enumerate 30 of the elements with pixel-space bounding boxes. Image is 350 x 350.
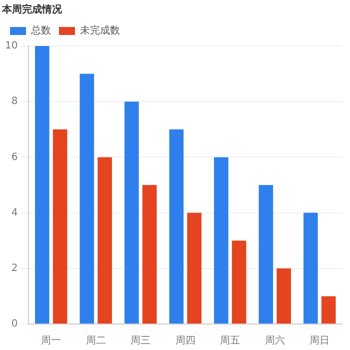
legend-label: 未完成数	[80, 24, 120, 37]
y-tick-label: 2	[11, 262, 18, 274]
bar	[258, 185, 274, 324]
bar	[98, 157, 112, 324]
legend-label: 总数	[30, 24, 51, 37]
x-tick-label: 周三	[130, 336, 151, 347]
x-tick-label: 周六	[264, 334, 285, 347]
y-tick-label: 10	[4, 40, 18, 52]
bar	[214, 157, 228, 324]
bar	[80, 74, 94, 324]
x-tick-label: 周二	[86, 336, 106, 347]
x-tick-label: 周四	[175, 336, 196, 347]
bar	[276, 268, 291, 324]
bar	[34, 46, 50, 324]
x-tick-label: 周日	[310, 336, 330, 347]
x-tick-label: 周五	[220, 336, 240, 347]
bar	[187, 212, 202, 324]
y-tick-label: 4	[11, 207, 18, 218]
x-tick-label: 周一	[41, 336, 62, 347]
y-tick-label: 6	[11, 152, 18, 163]
y-tick-label: 8	[11, 96, 18, 108]
bar	[169, 129, 184, 324]
y-tick-label: 0	[11, 318, 18, 330]
chart-title: 本周完成情况	[1, 4, 63, 16]
bar	[321, 296, 336, 324]
bar	[232, 240, 246, 324]
bar	[304, 212, 318, 324]
bar	[52, 129, 68, 324]
bar	[124, 102, 139, 324]
bar	[142, 185, 157, 324]
